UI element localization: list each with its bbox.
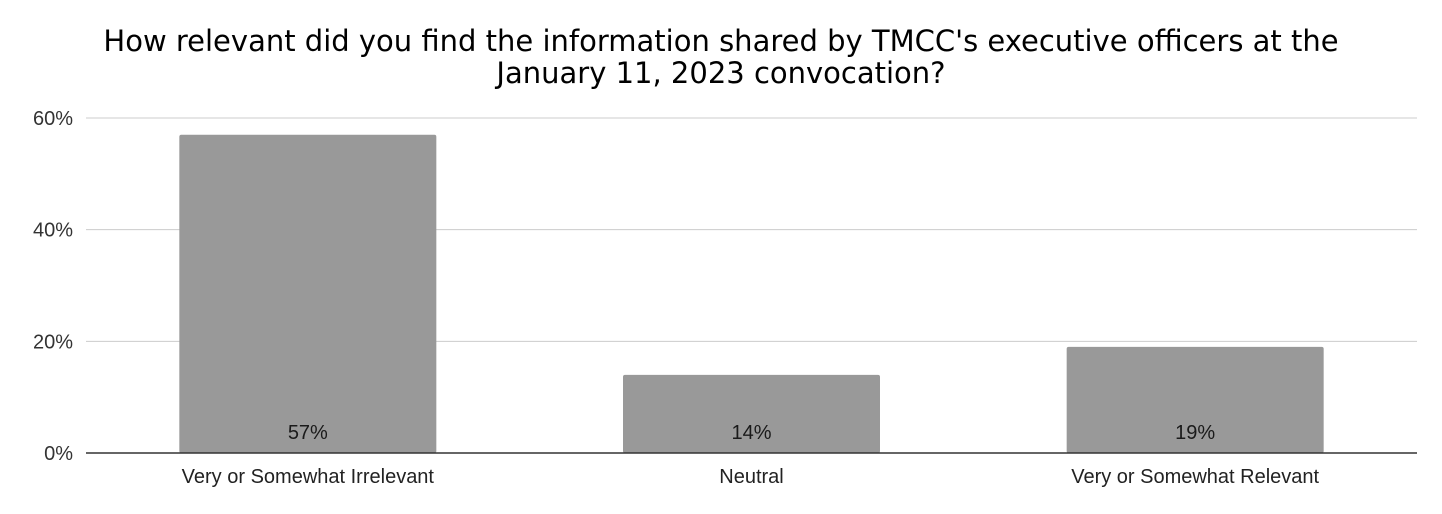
chart-title-line-1: How relevant did you find the informatio… (103, 24, 1338, 58)
y-tick-label: 0% (44, 443, 73, 465)
y-tick-label: 20% (33, 331, 73, 353)
bars (179, 134, 1324, 453)
y-tick-label: 60% (33, 108, 73, 130)
y-axis-tick-labels: 0% 20% 40% 60% (33, 108, 73, 465)
y-tick-label: 40% (33, 220, 73, 242)
bar (1066, 346, 1324, 453)
data-label: 14% (731, 422, 771, 444)
x-axis-category-labels: Very or Somewhat Irrelevant Neutral Very o… (182, 466, 1320, 488)
data-labels: 57% 14% 19% (288, 422, 1216, 444)
data-label: 19% (1175, 422, 1215, 444)
data-label: 57% (288, 422, 328, 444)
x-category-label: Neutral (719, 466, 783, 488)
x-category-label: Very or Somewhat Relevant (1071, 466, 1319, 488)
bar (623, 374, 880, 453)
bar (179, 134, 437, 453)
chart-title-line-2: January 11, 2023 convocation? (494, 56, 945, 90)
x-category-label: Very or Somewhat Irrelevant (182, 466, 435, 488)
